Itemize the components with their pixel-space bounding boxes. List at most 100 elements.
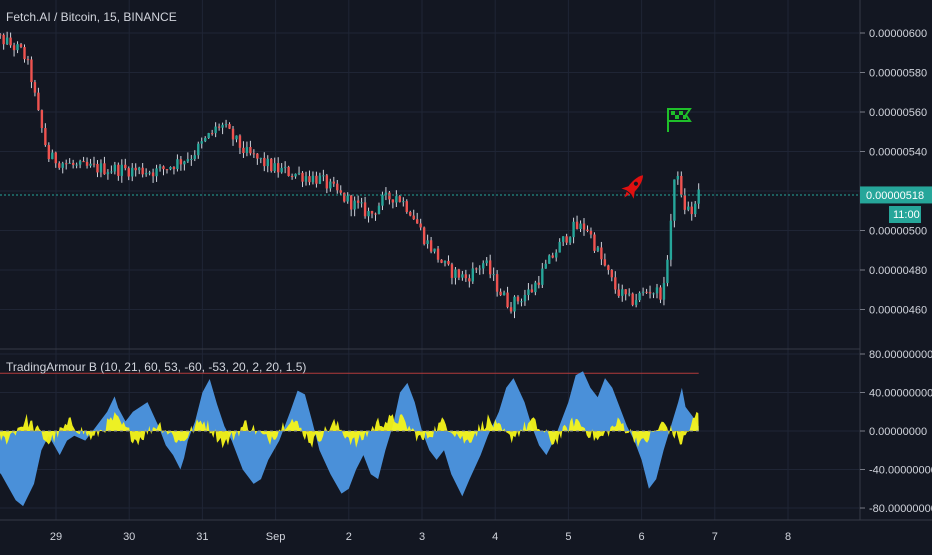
price-tick-label: 0.00000560 <box>869 107 927 119</box>
candle-body <box>426 240 429 245</box>
candle-body <box>697 189 700 204</box>
candle-body <box>106 172 110 175</box>
candle-body <box>47 145 51 160</box>
candle-body <box>655 287 659 294</box>
candle-body <box>360 202 363 204</box>
candle-body <box>242 147 245 153</box>
candle-body <box>12 45 16 51</box>
candle-body <box>141 167 144 175</box>
candle-body <box>478 268 481 270</box>
candle-body <box>127 168 130 177</box>
indicator-axis[interactable]: 80.00000000 40.00000000 0.00000000 -40.0000… <box>860 349 932 515</box>
flag-icon[interactable] <box>667 108 692 132</box>
candle-body <box>450 264 454 278</box>
candle-body <box>280 167 283 173</box>
candle-body <box>283 166 287 168</box>
candle-body <box>82 161 85 163</box>
candle-body <box>356 200 360 203</box>
candle-body <box>676 175 680 180</box>
candle-body <box>513 296 516 312</box>
candle-body <box>137 167 141 171</box>
candle-body <box>402 201 405 203</box>
candle-body <box>596 247 600 251</box>
candle-body <box>589 230 593 235</box>
candle-body <box>339 190 342 193</box>
candle-body <box>238 135 242 148</box>
indicator-series[interactable] <box>0 371 699 507</box>
indicator-tick-label: 80.00000000 <box>869 349 932 361</box>
time-tick-label: 3 <box>419 531 425 543</box>
candle-body <box>548 255 551 264</box>
candle-body <box>343 192 346 202</box>
candle-body <box>374 213 377 215</box>
indicator-title[interactable]: TradingArmour B (10, 21, 60, 53, -60, -5… <box>6 360 306 374</box>
countdown-badge: 11:00 <box>889 206 921 223</box>
candle-body <box>315 175 318 184</box>
candle-body <box>89 163 92 166</box>
candle-body <box>652 293 655 295</box>
symbol-title[interactable]: Fetch.AI / Bitcoin, 15, BINANCE <box>6 10 177 24</box>
candle-body <box>151 172 155 177</box>
candle-body <box>124 164 127 169</box>
candle-body <box>499 291 502 296</box>
candle-body <box>75 164 78 166</box>
yellow-histogram-area <box>0 411 699 449</box>
candle-body <box>158 166 162 169</box>
time-tick-label: 8 <box>785 531 791 543</box>
candle-body <box>495 274 499 292</box>
candle-body <box>669 220 673 260</box>
candle-body <box>332 181 335 184</box>
candle-body <box>537 282 541 285</box>
candle-body <box>683 194 686 210</box>
countdown-value: 11:00 <box>893 209 920 221</box>
time-axis[interactable]: 29 30 31 Sep 2 3 4 5 6 7 8 <box>50 531 791 543</box>
candle-body <box>214 126 217 134</box>
candle-body <box>26 59 30 61</box>
candle-body <box>659 287 662 300</box>
candle-body <box>148 172 151 174</box>
candle-body <box>582 223 586 230</box>
candle-body <box>235 135 238 140</box>
candle-body <box>37 92 40 111</box>
candlestick-series[interactable] <box>0 31 700 319</box>
time-tick-label: 31 <box>196 531 208 543</box>
time-tick-label: 2 <box>346 531 352 543</box>
candle-body <box>395 196 398 203</box>
candle-body <box>287 166 290 176</box>
candle-body <box>311 175 315 183</box>
candle-body <box>673 179 676 221</box>
candle-body <box>245 147 249 153</box>
candle-body <box>193 155 196 159</box>
rocket-icon[interactable] <box>618 170 649 202</box>
candle-body <box>687 206 690 210</box>
candle-body <box>555 252 558 258</box>
candle-body <box>384 192 388 195</box>
candle-body <box>593 234 596 251</box>
last-price-badge: 0.00000518 <box>860 186 932 204</box>
candle-body <box>568 237 572 243</box>
candle-body <box>23 47 26 60</box>
candle-body <box>297 172 301 174</box>
price-tick-label: 0.00000600 <box>869 28 927 40</box>
candle-body <box>61 163 64 168</box>
candle-body <box>231 128 235 140</box>
candle-body <box>638 292 641 301</box>
candle-body <box>575 221 579 229</box>
candle-body <box>454 269 457 278</box>
candle-body <box>186 159 190 162</box>
candle-body <box>488 260 492 275</box>
candle-body <box>641 291 645 293</box>
candle-body <box>30 59 33 83</box>
time-tick-label: 6 <box>639 531 645 543</box>
candle-body <box>617 289 620 296</box>
time-tick-label: 5 <box>565 531 571 543</box>
candle-body <box>419 223 422 228</box>
candle-body <box>422 227 426 245</box>
candle-body <box>346 195 349 202</box>
candle-body <box>183 161 186 165</box>
candle-body <box>200 141 203 144</box>
candle-body <box>301 172 304 182</box>
candle-body <box>336 183 339 191</box>
